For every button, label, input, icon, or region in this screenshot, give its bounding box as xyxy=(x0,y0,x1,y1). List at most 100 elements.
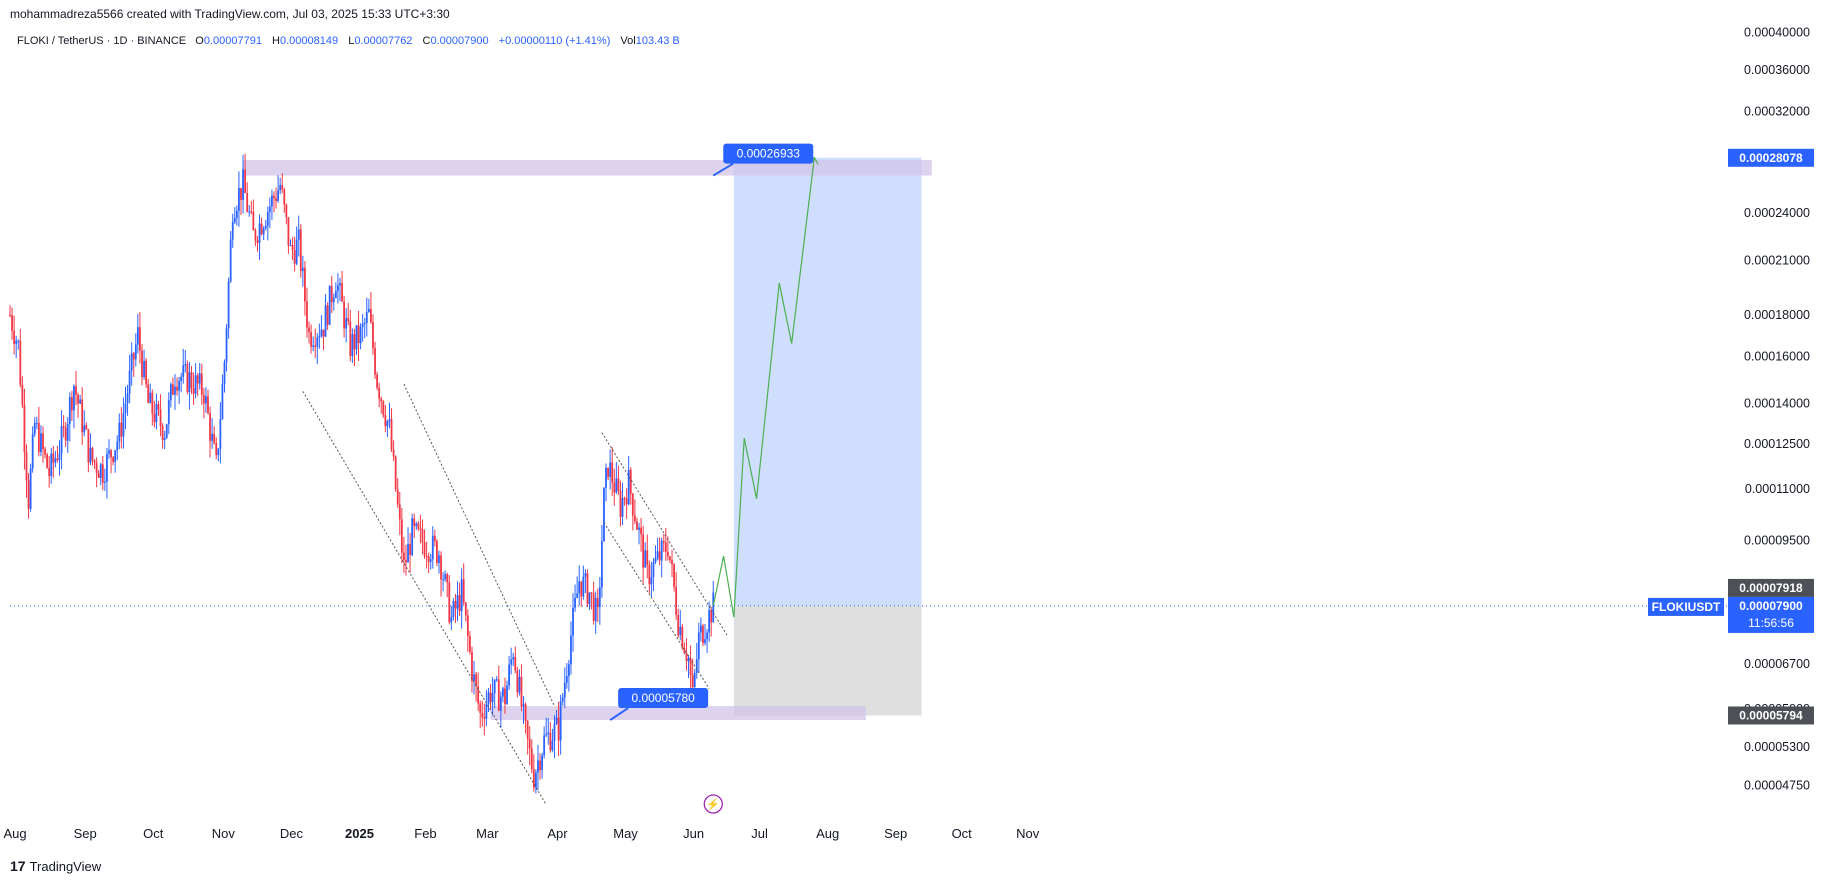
candle-body xyxy=(25,452,28,481)
candle-body xyxy=(320,329,323,337)
candle-body xyxy=(219,418,222,449)
channel-line[interactable] xyxy=(403,383,555,707)
long-position-stop-box[interactable] xyxy=(733,605,922,716)
candle-body xyxy=(436,541,438,563)
candle-body xyxy=(524,704,527,721)
candle-body xyxy=(374,348,376,375)
candle-body xyxy=(211,433,214,441)
candle-body xyxy=(316,337,319,347)
y-tick-label: 0.00011000 xyxy=(1745,482,1810,496)
candle-body xyxy=(23,404,26,453)
candle-body xyxy=(475,674,477,687)
candle-body xyxy=(712,592,715,623)
candle-body xyxy=(196,375,199,384)
candle-body xyxy=(153,413,156,423)
candle-body xyxy=(31,434,34,469)
candle-body xyxy=(650,577,653,585)
low-callout-box[interactable] xyxy=(618,688,709,709)
candle-body xyxy=(77,394,79,404)
candle-body xyxy=(40,433,42,453)
x-tick-label: May xyxy=(613,826,638,841)
candle-body xyxy=(112,457,115,462)
candle-body xyxy=(506,685,508,705)
candle-body xyxy=(291,245,294,251)
candle-body xyxy=(215,443,218,455)
candle-body xyxy=(35,422,38,424)
candle-body xyxy=(202,394,205,404)
x-tick-label: Oct xyxy=(952,826,973,841)
target-price-tag-bg[interactable] xyxy=(1728,148,1814,167)
candle-body xyxy=(293,250,296,264)
support-zone[interactable] xyxy=(490,706,866,721)
candle-body xyxy=(491,693,494,703)
candle-body xyxy=(471,651,473,682)
candle-body xyxy=(526,720,529,739)
candle-body xyxy=(398,504,401,520)
resistance-zone[interactable] xyxy=(243,160,932,176)
symbol-title[interactable]: FLOKI / TetherUS · 1D · BINANCE xyxy=(17,35,187,47)
candle-body xyxy=(537,760,539,773)
candle-body xyxy=(339,283,341,286)
candle-body xyxy=(415,523,418,526)
candle-body xyxy=(423,542,426,557)
channel-line[interactable] xyxy=(302,391,547,806)
candle-body xyxy=(217,448,220,455)
candle-body xyxy=(83,425,86,433)
candle-body xyxy=(603,487,605,542)
candle-body xyxy=(378,387,381,399)
x-tick-label: Nov xyxy=(1016,826,1040,841)
candle-body xyxy=(642,534,645,568)
candle-body xyxy=(42,433,44,450)
candle-body xyxy=(108,450,110,454)
candle-body xyxy=(481,713,484,718)
countdown-text: 11:56:56 xyxy=(1748,616,1794,630)
candle-body xyxy=(351,334,354,357)
candle-body xyxy=(330,285,333,303)
candle-body xyxy=(73,385,75,411)
y-tick-label: 0.00036000 xyxy=(1744,63,1810,77)
candle-body xyxy=(103,481,106,483)
candle-body xyxy=(233,217,236,223)
candle-body xyxy=(460,579,463,612)
last-price-tag-text: 0.00007900 xyxy=(1739,599,1803,613)
candle-body xyxy=(89,447,92,463)
candle-body xyxy=(326,305,329,325)
candle-body xyxy=(596,597,599,607)
candle-body xyxy=(132,353,135,360)
symbol-tag-bg[interactable] xyxy=(1648,597,1724,616)
candle-body xyxy=(617,478,620,491)
candle-body xyxy=(248,211,251,213)
candle-body xyxy=(149,392,152,403)
event-lightning-icon[interactable] xyxy=(703,794,723,814)
tradingview-logo[interactable]: 17 TradingView xyxy=(10,858,101,874)
long-position-target-box[interactable] xyxy=(733,157,922,606)
candle-body xyxy=(502,688,504,697)
candle-body xyxy=(677,614,680,636)
candle-body xyxy=(238,187,240,211)
channel-line[interactable] xyxy=(603,522,710,689)
candle-body xyxy=(46,454,49,468)
candle-body xyxy=(446,574,449,583)
high-callout-box[interactable] xyxy=(723,143,814,164)
x-tick-label: Aug xyxy=(3,826,26,841)
chart-credit: mohammadreza5566 created with TradingVie… xyxy=(10,7,450,21)
candle-body xyxy=(405,559,407,563)
candle-body xyxy=(648,564,651,585)
candle-body xyxy=(497,679,500,711)
close-label: C xyxy=(422,35,431,47)
x-tick-label: Sep xyxy=(884,826,907,841)
candle-body xyxy=(349,321,352,357)
candle-body xyxy=(557,717,560,741)
y-tick-label: 0.00018000 xyxy=(1744,308,1810,322)
candle-body xyxy=(314,345,317,347)
stop-price-tag-bg[interactable] xyxy=(1728,706,1814,725)
x-tick-label: Nov xyxy=(212,826,236,841)
lightning-glyph: ⚡ xyxy=(706,798,720,811)
candle-body xyxy=(225,328,228,363)
last-price-tag-bg[interactable] xyxy=(1728,596,1814,633)
candle-body xyxy=(62,426,65,428)
grey-upper-tag-bg[interactable] xyxy=(1728,578,1814,597)
candle-body xyxy=(136,327,139,345)
projection-path[interactable] xyxy=(712,157,815,618)
